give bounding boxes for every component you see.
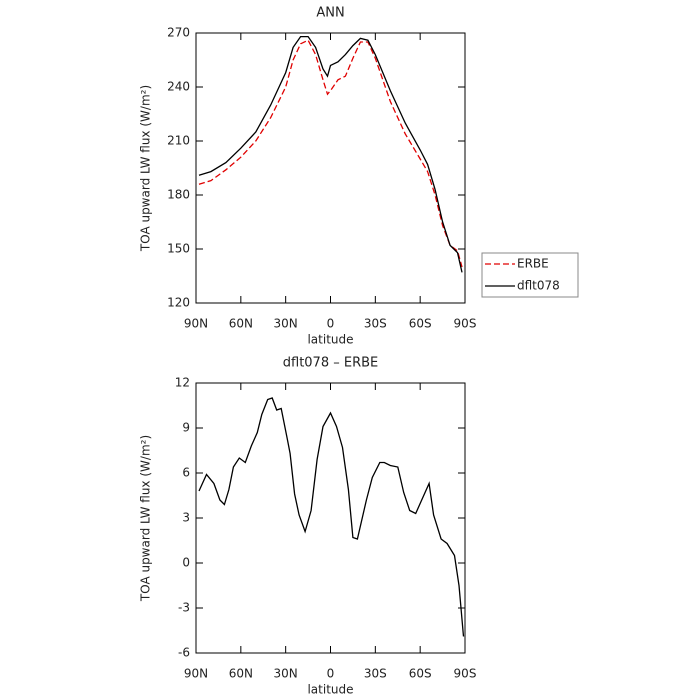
y-tick-label: 180 bbox=[167, 188, 190, 202]
y-tick-label: -3 bbox=[178, 601, 190, 615]
x-tick-label: 0 bbox=[327, 667, 335, 681]
x-tick-label: 60N bbox=[229, 317, 253, 331]
y-tick-label: 270 bbox=[167, 26, 190, 40]
x-tick-label: 90N bbox=[184, 317, 208, 331]
y-tick-label: 0 bbox=[182, 556, 190, 570]
y-axis-label: TOA upward LW flux (W/m²) bbox=[139, 435, 153, 602]
x-tick-label: 60S bbox=[409, 317, 432, 331]
plot-frame bbox=[195, 32, 466, 304]
x-axis-label: latitude bbox=[307, 683, 353, 697]
chart-title: dflt078 – ERBE bbox=[283, 356, 379, 371]
x-tick-label: 0 bbox=[327, 317, 335, 331]
x-tick-label: 90S bbox=[454, 317, 477, 331]
y-tick-label: 210 bbox=[167, 134, 190, 148]
plot-frame bbox=[195, 382, 466, 654]
x-tick-label: 90N bbox=[184, 667, 208, 681]
legend-box bbox=[481, 252, 579, 298]
y-tick-label: 3 bbox=[182, 511, 190, 525]
y-tick-label: -6 bbox=[178, 646, 190, 660]
data-line bbox=[198, 397, 465, 637]
data-line bbox=[198, 35, 463, 273]
x-tick-label: 30S bbox=[364, 667, 387, 681]
x-tick-label: 30N bbox=[274, 317, 298, 331]
y-tick-label: 150 bbox=[167, 242, 190, 256]
chart-title: ANN bbox=[316, 6, 344, 21]
y-tick-label: 240 bbox=[167, 80, 190, 94]
x-tick-label: 60S bbox=[409, 667, 432, 681]
x-tick-label: 60N bbox=[229, 667, 253, 681]
x-tick-label: 30N bbox=[274, 667, 298, 681]
x-axis-label: latitude bbox=[307, 333, 353, 347]
x-tick-label: 30S bbox=[364, 317, 387, 331]
y-tick-label: 9 bbox=[182, 421, 190, 435]
x-tick-label: 90S bbox=[454, 667, 477, 681]
y-tick-label: 6 bbox=[182, 466, 190, 480]
y-tick-label: 12 bbox=[175, 376, 190, 390]
legend-label: ERBE bbox=[517, 257, 549, 271]
data-line bbox=[198, 39, 463, 268]
y-tick-label: 120 bbox=[167, 296, 190, 310]
y-axis-label: TOA upward LW flux (W/m²) bbox=[139, 85, 153, 252]
legend-label: dflt078 bbox=[517, 279, 560, 293]
